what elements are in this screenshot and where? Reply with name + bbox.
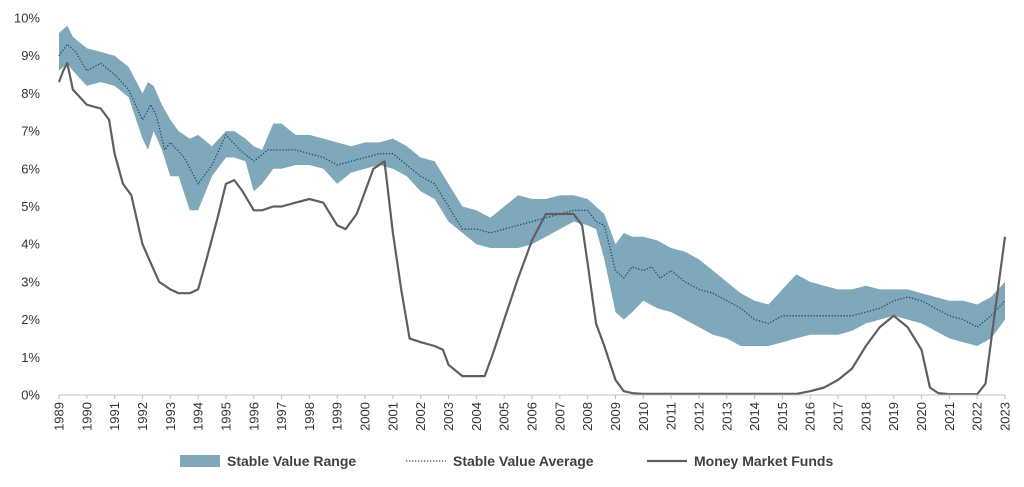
x-tick-label: 1996 [246, 402, 261, 431]
x-tick-label: 2015 [775, 402, 790, 431]
x-tick-label: 1998 [302, 402, 317, 431]
stable-value-range-area [59, 25, 1005, 346]
legend-swatch-stable-value-range [180, 455, 220, 467]
x-tick-label: 2003 [441, 402, 456, 431]
x-tick-label: 1991 [107, 402, 122, 431]
y-tick-label: 1% [21, 350, 40, 365]
legend-label-money-market-funds: Money Market Funds [694, 453, 833, 469]
y-tick-label: 7% [21, 124, 40, 139]
x-tick-label: 1999 [330, 402, 345, 431]
x-tick-label: 2018 [858, 402, 873, 431]
stable-value-range-band-layer [59, 25, 1005, 346]
x-tick-label: 2001 [385, 402, 400, 431]
y-tick-label: 5% [21, 199, 40, 214]
money-market-funds-line [57, 62, 1007, 396]
x-tick-label: 2017 [831, 402, 846, 431]
y-tick-label: 9% [21, 48, 40, 63]
x-tick-label: 2023 [998, 402, 1013, 431]
x-tick-label: 2008 [580, 402, 595, 431]
x-tick-label: 1995 [218, 402, 233, 431]
x-tick-label: 2022 [970, 402, 985, 431]
x-tick-label: 2002 [413, 402, 428, 431]
legend: Stable Value Range Stable Value Average Mo… [180, 453, 833, 469]
x-tick-label: 1993 [163, 402, 178, 431]
x-axis-tick-labels: 1989 1990 1991 1992 1993 1994 1995 1996 1997 1998… [52, 395, 1013, 431]
x-tick-label: 1990 [79, 402, 94, 431]
series-lines-layer [57, 43, 1007, 396]
x-tick-label: 2000 [358, 402, 373, 431]
y-tick-label: 0% [21, 388, 40, 403]
x-tick-label: 2009 [608, 402, 623, 431]
x-tick-label: 1989 [52, 402, 67, 431]
y-tick-label: 10% [14, 11, 40, 26]
x-tick-label: 2020 [914, 402, 929, 431]
x-tick-label: 2006 [525, 402, 540, 431]
y-tick-label: 8% [21, 86, 40, 101]
legend-label-stable-value-average: Stable Value Average [453, 453, 594, 469]
y-tick-label: 2% [21, 312, 40, 327]
x-tick-label: 1997 [274, 402, 289, 431]
x-tick-label: 2014 [747, 402, 762, 431]
x-tick-label: 1992 [135, 402, 150, 431]
x-tick-label: 2012 [691, 402, 706, 431]
x-tick-label: 2016 [803, 402, 818, 431]
y-axis-tick-labels: 0% 1% 2% 3% 4% 5% 6% 7% 8% 9% 10% [14, 11, 40, 403]
x-tick-label: 2005 [497, 402, 512, 431]
x-tick-label: 1994 [191, 402, 206, 431]
y-tick-label: 4% [21, 237, 40, 252]
x-tick-label: 2021 [942, 402, 957, 431]
x-tick-label: 2007 [552, 402, 567, 431]
stable-value-average-line [58, 43, 1006, 328]
x-tick-label: 2019 [886, 402, 901, 431]
x-tick-label: 2013 [719, 402, 734, 431]
y-tick-label: 6% [21, 161, 40, 176]
x-tick-label: 2010 [636, 402, 651, 431]
x-tick-label: 2004 [469, 402, 484, 431]
legend-label-stable-value-range: Stable Value Range [227, 453, 356, 469]
x-tick-label: 2011 [664, 402, 679, 430]
y-tick-label: 3% [21, 274, 40, 289]
